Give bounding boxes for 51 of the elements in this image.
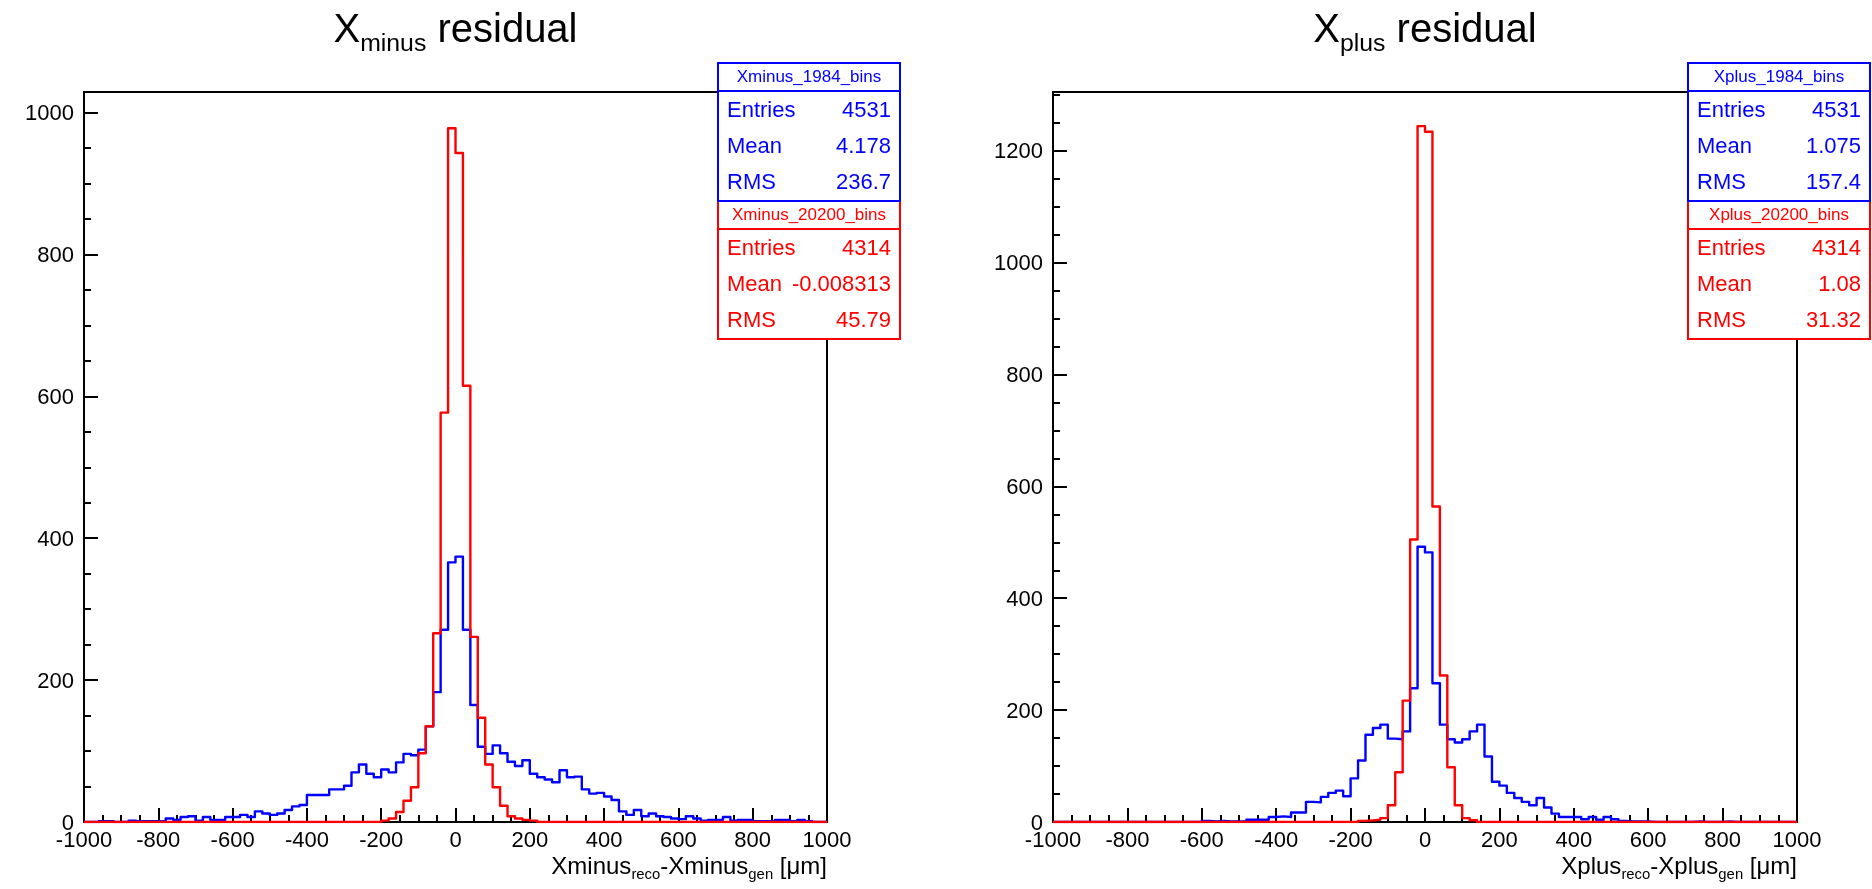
x-tick-label: 0: [449, 826, 462, 852]
x-tick-label: 400: [1555, 826, 1593, 852]
x-tick-label: -800: [136, 826, 181, 852]
y-tick-label: 800: [1006, 361, 1043, 387]
x-tick-label: 800: [1704, 826, 1741, 852]
x-tick-label: -200: [1328, 826, 1373, 852]
text: Entries 4314: [1697, 235, 1861, 260]
text: Entries 4531: [727, 97, 891, 122]
x-tick-label: -400: [1254, 826, 1299, 852]
text: Entries 4314: [727, 235, 891, 260]
x-tick-label: 200: [1481, 826, 1518, 852]
x-tick-label: -800: [1105, 826, 1150, 852]
x-tick-label: 600: [1629, 826, 1667, 852]
x-tick-label: -600: [210, 826, 255, 852]
text: Entries 4531: [1697, 97, 1861, 122]
text: Xplus_20200_bins: [1689, 202, 1869, 230]
x-tick-label: 1000: [1772, 826, 1822, 852]
x-tick-label: 400: [585, 826, 623, 852]
x-tick-label: 0: [1418, 826, 1432, 852]
text: Xminus_1984_bins: [719, 64, 899, 92]
x-tick-label: -600: [1179, 826, 1224, 852]
x-axis-title: Xminus$_{reco}$-Xminus$_{gen}$ [μm]: [551, 852, 827, 883]
y-tick-label: 800: [37, 241, 74, 267]
y-tick-label: 600: [1006, 473, 1043, 499]
annotation: Mean -0.008313: [727, 271, 891, 297]
text: Mean 4.178: [727, 133, 891, 158]
text: RMS 157.4: [1697, 169, 1861, 194]
text: Xminus_20200_bins: [719, 202, 899, 230]
y-tick-label: 400: [1006, 585, 1043, 611]
text: Xplus_1984_bins: [1689, 64, 1869, 92]
text: Mean 1.08: [1697, 271, 1861, 296]
x-tick-label: 1000: [802, 826, 852, 852]
y-tick-label: 1000: [994, 250, 1043, 276]
chart-title: X$_{minus}$ residual: [332, 6, 579, 57]
y-tick-label: 200: [1006, 697, 1043, 723]
chart-title: X$_{plus}$ residual: [1312, 6, 1538, 57]
y-tick-label: 1200: [994, 138, 1043, 164]
x-tick-label: -200: [359, 826, 404, 852]
y-tick-label: 200: [37, 667, 74, 693]
text: RMS 45.79: [727, 307, 891, 332]
x-tick-label: 800: [734, 826, 772, 852]
text: Mean 1.075: [1697, 133, 1861, 158]
text: RMS 31.32: [1697, 307, 1861, 332]
x-axis-title: Xplus$_{reco}$-Xplus$_{gen}$ [μm]: [1561, 852, 1797, 883]
y-tick-label: 600: [37, 383, 74, 409]
x-tick-label: -400: [284, 826, 329, 852]
x-tick-label: 600: [660, 826, 697, 852]
y-tick-label: 400: [37, 525, 74, 551]
y-tick-label: 1000: [25, 100, 74, 126]
x-tick-label: 200: [511, 826, 549, 852]
text: RMS 236.7: [727, 169, 891, 194]
